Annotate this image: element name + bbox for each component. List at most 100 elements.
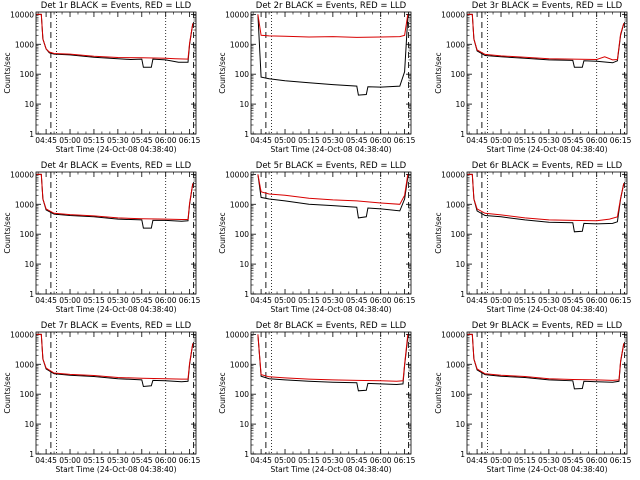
x-tick-label: 05:30 (538, 136, 560, 145)
plot-title: Det 9r BLACK = Events, RED = LLD (472, 321, 623, 331)
plot-frame (250, 171, 412, 295)
y-tick-label: 10000 (10, 10, 34, 19)
x-tick-label: 05:15 (514, 136, 536, 145)
y-axis-label: Counts/sec (218, 372, 227, 413)
series-line-events (467, 333, 625, 390)
plot-frame (466, 11, 628, 135)
x-axis-label: Start Time (24-Oct-08 04:38:40) (486, 305, 607, 314)
series-line-lld (467, 333, 625, 381)
plot-title: Det 5r BLACK = Events, RED = LLD (256, 161, 407, 171)
y-tick-label: 1 (460, 130, 465, 139)
x-axis-label: Start Time (24-Oct-08 04:38:40) (55, 465, 176, 474)
series-line-lld (36, 333, 194, 380)
x-tick-label: 05:45 (562, 136, 584, 145)
y-tick-label: 1 (29, 290, 34, 299)
y-tick-label: 1 (29, 130, 34, 139)
x-tick-label: 05:30 (538, 296, 560, 305)
y-tick-label: 100 (235, 390, 250, 399)
x-tick-label: 06:00 (370, 136, 392, 145)
y-tick-label: 1000 (15, 40, 34, 49)
series-line-lld (257, 14, 409, 38)
series-line-events (36, 13, 194, 68)
plot-det-8: Det 8r BLACK = Events, RED = LLD 1 10 100 10… (218, 321, 416, 474)
series-line-lld (36, 173, 194, 220)
x-tick-label: 05:30 (538, 456, 560, 465)
x-tick-label: 05:45 (131, 456, 153, 465)
y-tick-label: 100 (235, 70, 250, 79)
plot-det-2: Det 2r BLACK = Events, RED = LLD 1 10 100 10… (218, 1, 416, 154)
y-tick-label: 1000 (446, 360, 465, 369)
series-line-events (257, 334, 409, 392)
x-tick-label: 05:15 (83, 296, 105, 305)
y-tick-label: 100 (20, 70, 35, 79)
y-tick-label: 10 (24, 420, 34, 429)
x-tick-label: 05:00 (274, 456, 296, 465)
x-tick-label: 06:00 (586, 296, 608, 305)
y-axis-label: Counts/sec (3, 212, 12, 253)
plot-title: Det 4r BLACK = Events, RED = LLD (41, 161, 192, 171)
plot-det-9: Det 9r BLACK = Events, RED = LLD 1 10 100 10… (434, 321, 632, 474)
plot-frame (250, 11, 412, 135)
series-line-events (257, 14, 409, 96)
x-tick-label: 05:00 (490, 456, 512, 465)
y-tick-label: 10000 (10, 330, 34, 339)
x-tick-label: 05:15 (83, 456, 105, 465)
x-tick-label: 05:00 (59, 296, 81, 305)
x-tick-label: 06:15 (610, 136, 632, 145)
x-tick-label: 05:30 (322, 136, 344, 145)
x-tick-label: 05:30 (107, 296, 129, 305)
y-tick-label: 100 (235, 230, 250, 239)
plot-det-3: Det 3r BLACK = Events, RED = LLD 1 10 100 10… (434, 1, 632, 154)
y-tick-label: 10000 (225, 10, 249, 19)
x-tick-label: 06:00 (370, 296, 392, 305)
x-tick-label: 06:15 (394, 456, 416, 465)
x-tick-label: 06:15 (394, 296, 416, 305)
x-tick-label: 06:00 (155, 456, 177, 465)
y-tick-label: 1000 (446, 40, 465, 49)
x-tick-label: 06:15 (179, 136, 201, 145)
y-tick-label: 1000 (15, 360, 34, 369)
y-tick-label: 10000 (10, 170, 34, 179)
y-tick-label: 100 (20, 230, 35, 239)
x-tick-label: 06:00 (370, 456, 392, 465)
x-tick-label: 04:45 (250, 296, 272, 305)
plot-frame (35, 331, 197, 455)
x-tick-label: 05:45 (131, 136, 153, 145)
x-tick-label: 04:45 (466, 136, 488, 145)
y-tick-label: 10000 (441, 330, 465, 339)
series-line-events (467, 13, 625, 68)
plot-frame (35, 11, 197, 135)
x-tick-label: 05:00 (274, 296, 296, 305)
y-axis-label: Counts/sec (434, 52, 443, 93)
x-tick-label: 06:00 (155, 296, 177, 305)
y-axis-label: Counts/sec (3, 52, 12, 93)
x-tick-label: 04:45 (250, 136, 272, 145)
series-line-lld (467, 13, 625, 61)
y-tick-label: 10 (239, 420, 249, 429)
plot-title: Det 3r BLACK = Events, RED = LLD (472, 1, 623, 11)
x-axis-label: Start Time (24-Oct-08 04:38:40) (55, 305, 176, 314)
x-tick-label: 05:30 (107, 456, 129, 465)
y-tick-label: 1000 (230, 200, 249, 209)
plot-title: Det 8r BLACK = Events, RED = LLD (256, 321, 407, 331)
y-tick-label: 1 (244, 450, 249, 459)
x-tick-label: 04:45 (35, 136, 57, 145)
x-tick-label: 04:45 (35, 456, 57, 465)
y-tick-label: 100 (451, 230, 466, 239)
x-tick-label: 05:15 (298, 296, 320, 305)
y-tick-label: 1 (460, 290, 465, 299)
y-tick-label: 1 (244, 130, 249, 139)
plot-frame (466, 331, 628, 455)
series-line-events (257, 174, 409, 219)
x-tick-label: 06:15 (179, 296, 201, 305)
x-tick-label: 06:15 (610, 456, 632, 465)
x-tick-label: 05:45 (346, 136, 368, 145)
y-tick-label: 100 (451, 70, 466, 79)
y-tick-label: 1000 (230, 40, 249, 49)
x-tick-label: 05:15 (298, 456, 320, 465)
series-line-lld (467, 173, 625, 222)
x-tick-label: 05:00 (274, 136, 296, 145)
y-tick-label: 1 (460, 450, 465, 459)
